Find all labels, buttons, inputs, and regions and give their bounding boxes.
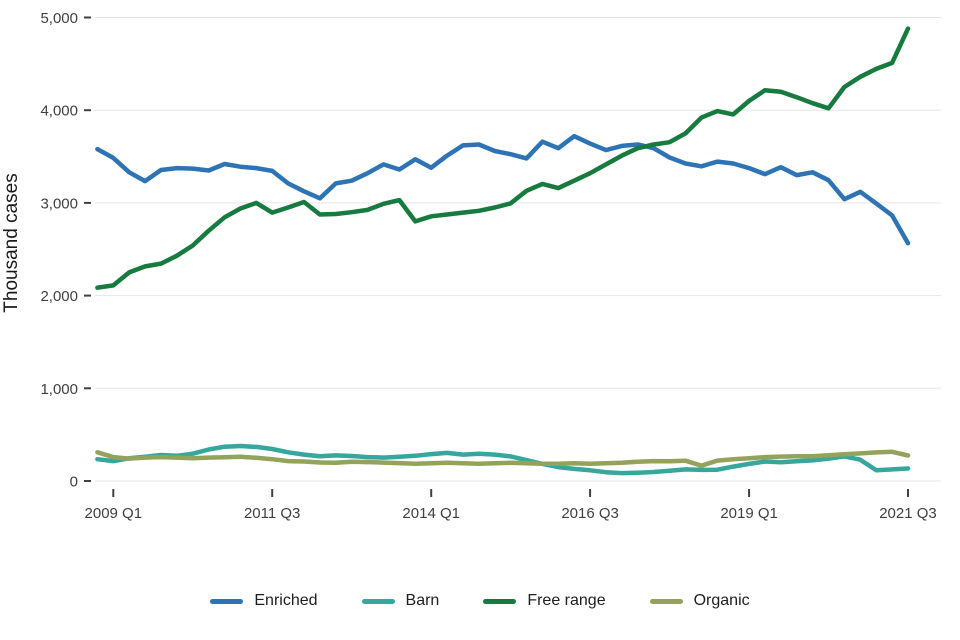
legend-label-free-range: Free range <box>527 592 606 609</box>
y-tick-label: 0 <box>70 474 78 491</box>
legend-swatch-enriched <box>210 598 244 604</box>
y-tick-label: 5,000 <box>40 10 78 27</box>
y-tick-label: 3,000 <box>40 195 78 212</box>
legend-item-barn: Barn <box>361 592 440 610</box>
gridlines <box>95 17 941 482</box>
x-tick-label: 2016 Q3 <box>561 505 619 522</box>
x-axis-ticks: 2009 Q1 2011 Q3 2014 Q1 2016 Q3 2019 Q1 2021 … <box>85 489 937 522</box>
legend-item-enriched: Enriched <box>210 592 318 610</box>
legend-label-barn: Barn <box>405 592 440 609</box>
series-lines <box>95 26 911 476</box>
y-tick-label: 2,000 <box>40 288 78 305</box>
legend-item-organic: Organic <box>649 592 750 610</box>
x-tick-label: 2014 Q1 <box>402 505 460 522</box>
y-tick-label: 4,000 <box>40 103 78 120</box>
legend: Enriched Barn Free range Organic <box>0 592 960 610</box>
series-line-free-range <box>95 26 911 290</box>
y-axis-title: Thousand cases <box>1 173 22 312</box>
legend-label-enriched: Enriched <box>254 592 318 609</box>
x-tick-label: 2019 Q1 <box>720 505 778 522</box>
x-tick-label: 2021 Q3 <box>879 505 937 522</box>
legend-label-organic: Organic <box>693 592 750 609</box>
legend-swatch-organic <box>649 598 683 604</box>
series-line-enriched <box>95 133 911 246</box>
x-tick-label: 2009 Q1 <box>85 505 143 522</box>
y-axis-ticks: 0 1,000 2,000 3,000 4,000 5,000 <box>40 10 91 491</box>
series-line-organic <box>95 449 911 468</box>
legend-swatch-free-range <box>483 598 517 604</box>
legend-item-free-range: Free range <box>483 592 606 610</box>
legend-swatch-barn <box>361 598 395 604</box>
series-line-barn <box>95 443 911 476</box>
y-tick-label: 1,000 <box>40 381 78 398</box>
x-tick-label: 2011 Q3 <box>244 505 300 522</box>
